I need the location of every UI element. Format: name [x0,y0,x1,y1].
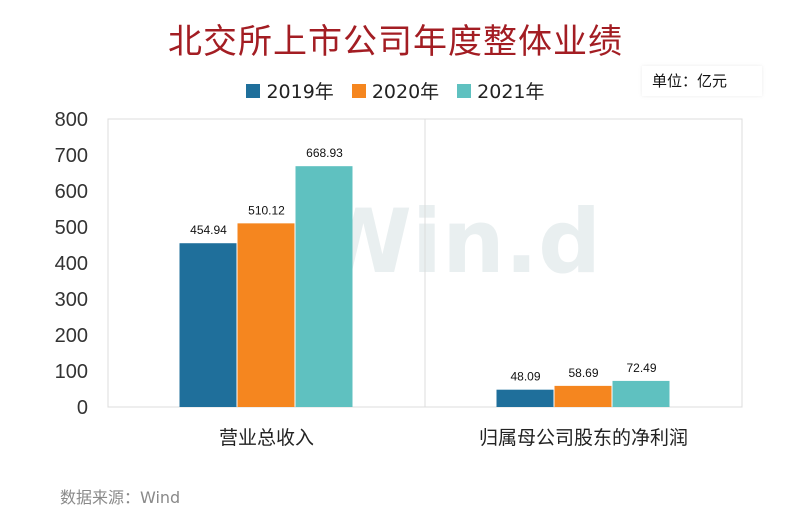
bar [295,166,353,407]
bar [496,389,554,407]
legend-label-2020: 2020年 [371,81,440,103]
legend-swatch-2019 [246,83,261,98]
data-label: 72.49 [626,361,656,375]
unit-label: 单位：亿元 [642,66,762,96]
watermark: Win.d [315,190,601,293]
bar [237,223,295,407]
source-note: 数据来源：Wind [60,488,181,507]
bar [612,380,670,407]
y-tick-label: 700 [55,145,88,167]
data-label: 510.12 [248,203,285,217]
legend-item-2020: 2020年 [351,77,440,104]
chart-title: 北交所上市公司年度整体业绩 [168,22,623,62]
y-tick-label: 100 [55,361,88,383]
legend-label-2019: 2019年 [266,81,334,103]
x-category-label: 营业总收入 [219,427,314,449]
y-tick-label: 0 [77,397,88,419]
data-label: 58.69 [568,366,598,380]
y-tick-label: 200 [55,325,88,347]
legend: 2019年 2020年 2021年 [0,77,791,104]
legend-swatch-2020 [351,83,366,98]
legend-swatch-2021 [457,83,472,98]
data-label: 48.09 [510,370,540,384]
y-tick-label: 500 [55,217,88,239]
bar [179,243,237,407]
y-tick-label: 800 [55,109,88,131]
y-tick-label: 300 [55,289,88,311]
x-category-label: 归属母公司股东的净利润 [479,427,688,449]
legend-item-2019: 2019年 [246,77,334,104]
y-tick-label: 400 [55,253,88,275]
data-label: 668.93 [306,146,343,160]
y-tick-label: 600 [55,181,88,203]
bar [554,385,612,407]
legend-label-2021: 2021年 [477,81,545,103]
data-label: 454.94 [190,223,227,237]
legend-item-2021: 2021年 [457,77,545,104]
